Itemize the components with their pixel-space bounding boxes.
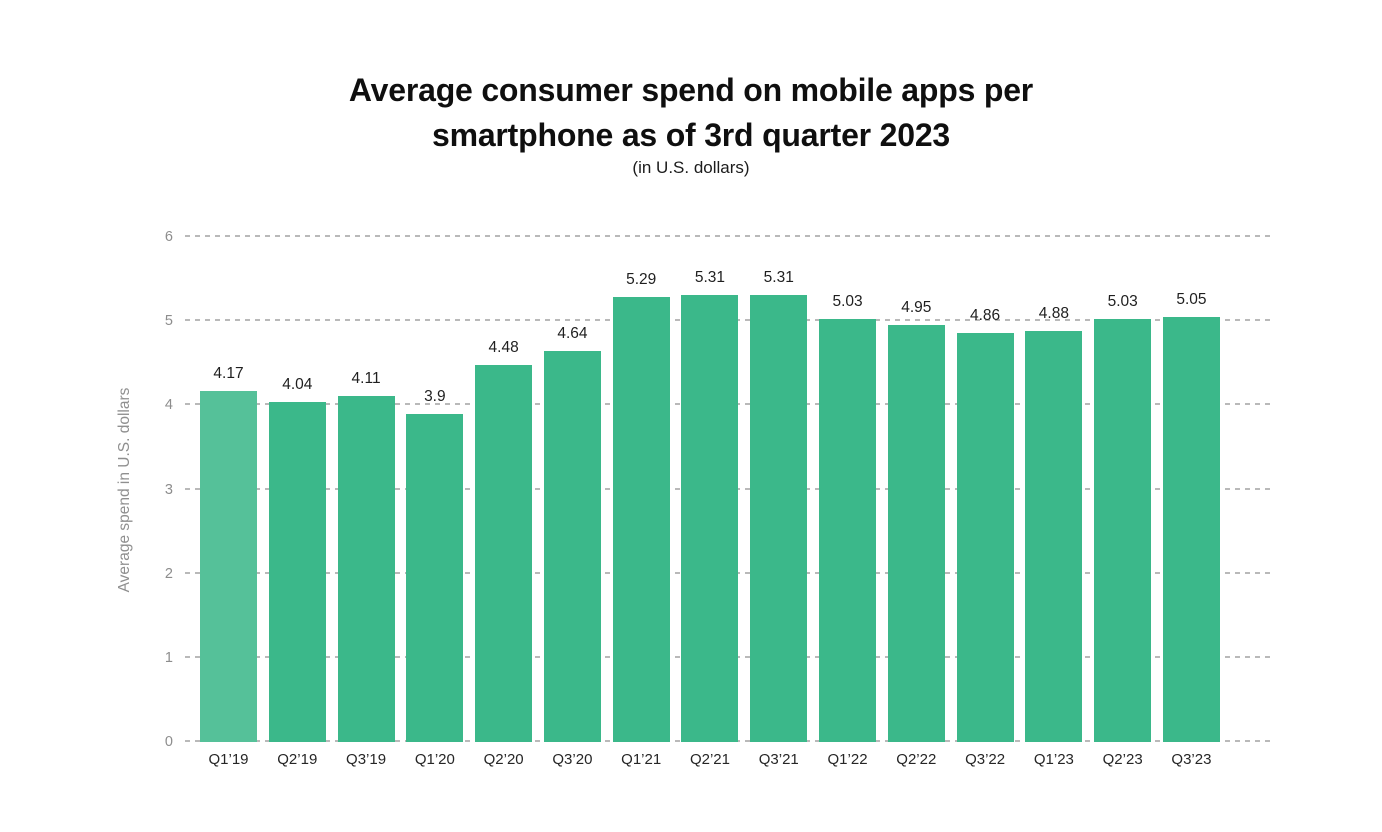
x-tick-label: Q1’21 [621,751,662,768]
bar-Q1’19: 4.17 [200,365,257,742]
bars-layer: 4.17 4.04 4.11 3.9 4.48 4.64 5.29 5.31 5.31 5.03 4… [185,237,1275,742]
bar-Q3’20: 4.64 [543,325,601,742]
bar-value-label: 5.03 [1107,292,1138,310]
y-axis-title: Average spend in U.S. dollars [116,387,133,593]
bar-Q1’23: 4.88 [1025,305,1083,742]
bar-value-label: 4.64 [557,325,588,343]
bar-value-label: 4.48 [488,338,519,356]
x-tick-label: Q2’19 [277,751,318,768]
bar-Q3’19: 4.11 [337,370,395,742]
bar-Q3’22: 4.86 [956,307,1014,742]
bar-value-label: 5.31 [694,269,726,287]
bar-Q2’20: 4.48 [475,339,533,742]
bar-value-label: 5.29 [626,270,657,288]
y-tick-label: 4 [164,397,173,414]
x-axis-labels: Q1’19 Q2’19 Q3’19 Q1’20 Q2’20 Q3’20 Q1’21 Q2’21… [185,751,1275,768]
bar-value-label: 5.03 [832,292,863,310]
x-tick-label: Q3’19 [346,751,387,768]
chart-title: Average consumer spend on mobile apps pe… [348,72,1034,154]
bar-Q1’22: 5.03 [819,293,877,742]
y-tick-label: 5 [164,313,173,330]
bar-value-label: 5.31 [763,269,794,287]
y-tick-label: 0 [164,734,173,750]
bar-value-label: 5.05 [1176,290,1207,308]
y-tick-label: 2 [164,565,173,582]
bar-value-label: 4.04 [282,375,313,393]
x-tick-label: Q1’23 [1033,751,1074,768]
x-tick-label: Q2’20 [483,751,524,768]
gridline [185,235,1275,237]
x-tick-label: Q3’20 [552,751,593,768]
bar-Q2’23: 5.03 [1094,293,1152,742]
chart-subtitle: (in U.S. dollars) [632,158,750,177]
bar-value-label: 4.88 [1038,305,1069,323]
bar-value-label: 4.95 [901,299,932,317]
bar-Q1’20: 3.9 [406,388,464,742]
x-tick-label: Q1’19 [208,751,249,768]
x-tick-label: Q1’22 [827,751,868,768]
x-tick-label: Q1’20 [414,751,455,768]
bar-value-label: 3.9 [424,387,446,405]
x-tick-label: Q2’22 [896,751,937,768]
bar-Q3’23: 5.05 [1162,291,1220,742]
y-tick-label: 1 [164,649,173,666]
bar-Q2’21: 5.31 [681,269,739,742]
y-tick-label: 3 [164,481,173,498]
bar-value-label: 4.17 [213,365,244,383]
x-tick-label: Q2’21 [689,751,730,768]
bar-Q1’21: 5.29 [612,271,670,742]
bar-value-label: 4.86 [970,306,1001,324]
bar-Q2’22: 4.95 [887,299,945,742]
bar-Q2’19: 4.04 [268,376,326,742]
bar-Q3’21: 5.31 [750,269,808,742]
x-tick-label: Q2’23 [1102,751,1143,768]
plot-area: 0 1 2 3 4 5 6 4.17 4.04 4.11 3.9 4.48 4.64 5.29 5.31 5… [165,229,1275,750]
x-tick-label: Q3’23 [1171,751,1212,768]
x-tick-label: Q3’22 [965,751,1006,768]
bar-value-label: 4.11 [351,370,381,388]
y-tick-label: 6 [164,229,173,245]
x-tick-label: Q3’21 [758,751,799,768]
